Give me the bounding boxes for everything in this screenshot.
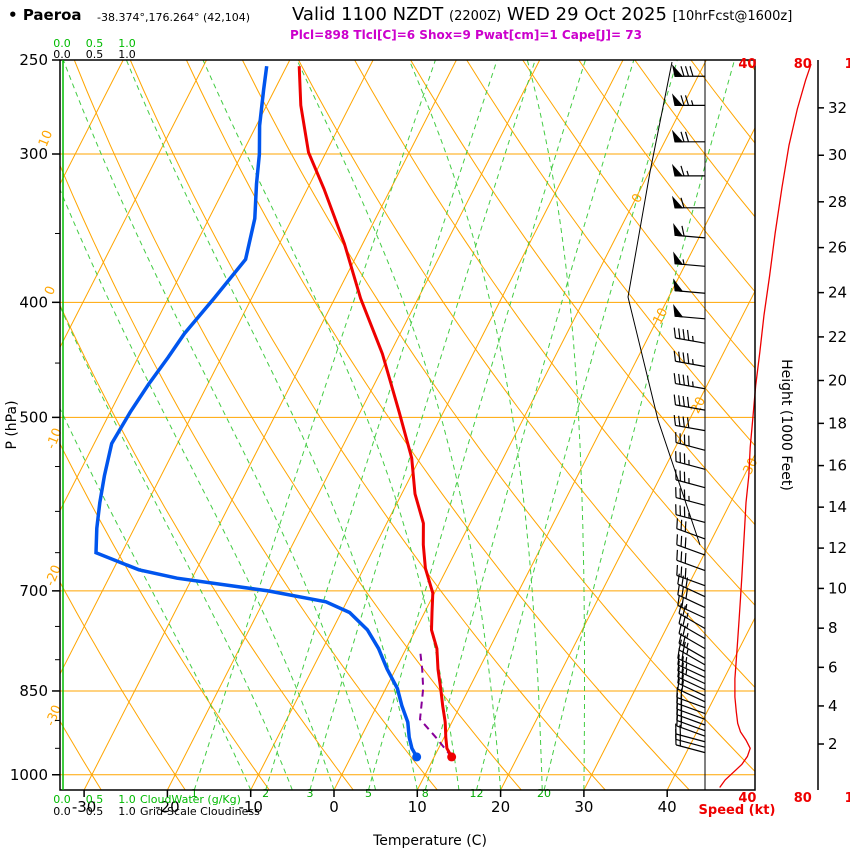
svg-text:12: 12 <box>470 787 484 800</box>
svg-text:Speed (kt): Speed (kt) <box>699 803 776 818</box>
svg-text:10: 10 <box>36 128 56 149</box>
svg-text:12: 12 <box>828 539 847 557</box>
surface-temp-dot <box>447 752 457 762</box>
valid-date: WED 29 Oct 2025 <box>501 4 673 25</box>
svg-text:500: 500 <box>19 408 48 426</box>
svg-text:300: 300 <box>19 145 48 163</box>
svg-text:80: 80 <box>794 57 812 72</box>
svg-text:28: 28 <box>828 193 847 211</box>
svg-text:14: 14 <box>828 498 847 516</box>
svg-text:700: 700 <box>19 582 48 600</box>
svg-text:5: 5 <box>365 787 372 800</box>
valid-prefix: Valid 1100 NZDT <box>292 4 444 25</box>
valid-zulu: (2200Z) <box>449 9 502 24</box>
svg-text:2: 2 <box>262 787 269 800</box>
skewt-grid <box>60 60 755 790</box>
axes <box>52 59 824 797</box>
svg-text:120: 120 <box>845 57 850 72</box>
svg-text:1.0: 1.0 <box>118 805 136 818</box>
sounding-curves <box>94 65 457 762</box>
svg-text:6: 6 <box>828 658 838 676</box>
svg-text:20: 20 <box>828 371 847 389</box>
svg-text:850: 850 <box>19 682 48 700</box>
svg-text:0.0: 0.0 <box>53 805 71 818</box>
svg-text:3: 3 <box>306 787 313 800</box>
svg-text:0.0: 0.0 <box>53 793 71 806</box>
svg-text:1000: 1000 <box>10 766 48 784</box>
wind-direction-line <box>627 61 701 546</box>
svg-text:0.5: 0.5 <box>86 805 104 818</box>
svg-text:80: 80 <box>794 791 812 806</box>
svg-text:16: 16 <box>828 457 847 475</box>
wind-barbs <box>671 64 706 754</box>
svg-text:18: 18 <box>828 414 847 432</box>
svg-text:26: 26 <box>828 239 847 257</box>
valid-time-line: Valid 1100 NZDT (2200Z) WED 29 Oct 2025 … <box>292 4 792 25</box>
surface-dewpoint-dot <box>412 752 422 762</box>
svg-text:30: 30 <box>741 456 762 478</box>
svg-text:8: 8 <box>828 619 838 637</box>
svg-text:400: 400 <box>19 293 48 311</box>
axis-labels: 250 300 400 500 700 850 1000 P (hPa) -30 -20 -10 0 1… <box>4 37 850 849</box>
svg-text:32: 32 <box>828 99 847 117</box>
svg-text:10: 10 <box>408 798 427 816</box>
svg-text:0.5: 0.5 <box>86 37 104 50</box>
svg-text:1: 1 <box>191 787 198 800</box>
svg-text:0.5: 0.5 <box>86 793 104 806</box>
svg-text:0: 0 <box>329 798 339 816</box>
svg-text:30: 30 <box>574 798 593 816</box>
station-bullet: • <box>8 6 18 24</box>
svg-text:2: 2 <box>828 735 838 753</box>
svg-text:10: 10 <box>828 579 847 597</box>
svg-text:Grid-Scale Cloudiness: Grid-Scale Cloudiness <box>140 805 260 818</box>
svg-text:0.0: 0.0 <box>53 37 71 50</box>
svg-text:P (hPa): P (hPa) <box>4 400 20 449</box>
svg-text:Temperature (C): Temperature (C) <box>372 833 487 849</box>
svg-text:40: 40 <box>738 791 756 806</box>
svg-text:CloudWater (g/Kg): CloudWater (g/Kg) <box>140 793 241 806</box>
station-title: • Paeroa <box>8 6 82 24</box>
svg-text:40: 40 <box>658 798 677 816</box>
svg-text:-20: -20 <box>155 798 180 816</box>
svg-text:40: 40 <box>738 57 756 72</box>
svg-text:22: 22 <box>828 328 847 346</box>
svg-text:-10: -10 <box>238 798 263 816</box>
wind-speed-curve <box>719 63 812 788</box>
svg-text:10: 10 <box>650 306 671 328</box>
svg-text:30: 30 <box>828 146 847 164</box>
forecast-tag: [10hrFcst@1600z] <box>672 9 793 24</box>
svg-text:4: 4 <box>828 697 838 715</box>
svg-text:250: 250 <box>19 51 48 69</box>
svg-text:Height (1000 Feet): Height (1000 Feet) <box>778 359 794 491</box>
svg-text:20: 20 <box>537 787 551 800</box>
svg-text:1.0: 1.0 <box>118 48 136 61</box>
svg-text:1.0: 1.0 <box>118 37 136 50</box>
svg-text:20: 20 <box>688 395 709 417</box>
svg-text:8: 8 <box>422 787 429 800</box>
svg-text:0.5: 0.5 <box>86 48 104 61</box>
stability-indices: Plcl=898 Tlcl[C]=6 Shox=9 Pwat[cm]=1 Cap… <box>290 28 642 42</box>
station-name: Paeroa <box>22 6 82 24</box>
svg-text:0.0: 0.0 <box>53 48 71 61</box>
svg-text:120: 120 <box>845 791 850 806</box>
svg-text:24: 24 <box>828 284 847 302</box>
station-coordinates: -38.374°,176.264° (42,104) <box>97 11 251 24</box>
svg-text:20: 20 <box>491 798 510 816</box>
svg-text:-30: -30 <box>72 798 97 816</box>
svg-text:1.0: 1.0 <box>118 793 136 806</box>
